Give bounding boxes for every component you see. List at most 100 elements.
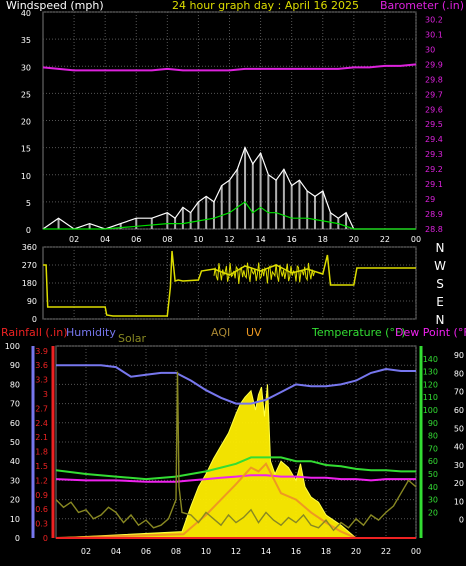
rainfall-tick-label: 2.1 [35,433,48,442]
dew-point-tick-label: 20 [454,479,464,488]
wind-grid [43,11,417,230]
rainfall-tick-label: 1.2 [35,476,48,485]
humidity-tick-label: 50 [10,438,20,447]
windspeed-axis-label: Windspeed (mph) [6,0,104,12]
humidity-tick-label: 0 [15,534,20,543]
legend-uv: UV [246,326,262,339]
temperature-tick-label: 70 [428,444,438,453]
uv-line [55,462,416,539]
compass-label: N [436,241,445,255]
direction-series [43,250,416,317]
barometer-y-tick-label: 30 [425,45,435,54]
wind-x-tick-label: 16 [287,235,297,244]
temperature-tick-label: 140 [423,355,438,364]
environment-x-tick-label: 02 [81,547,91,556]
legend-temperature: Temperature (°F) [311,326,406,339]
direction-y-tick-label: 360 [22,243,37,252]
humidity-line [56,364,416,405]
environment-panel: 010203040506070809010000.30.60.91.21.51.… [1,326,466,556]
dew-point-tick-label: 0 [459,516,464,525]
temperature-tick-label: 50 [428,470,438,479]
dew-point-tick-label: 30 [454,461,464,470]
wind-x-tick-label: 10 [193,235,203,244]
barometer-y-tick-label: 30.1 [425,30,443,39]
legend-dew-point: Dew Point (°F) [395,326,466,339]
temperature-tick-label: 90 [428,419,438,428]
temperature-tick-label: 30 [428,496,438,505]
wind-x-tick-label: 00 [411,235,421,244]
temperature-tick-label: 110 [423,393,438,402]
barometer-line [42,63,417,72]
barometer-y-tick-label: 29.2 [425,165,443,174]
barometer-y-tick-label: 28.8 [425,225,443,234]
rainfall-tick-label: 1.5 [35,462,48,471]
wind-x-ticks: 02 04 06 08 10 12 14 16 18 20 22 00 [69,235,421,244]
wind-y-tick-label: 15 [21,145,31,154]
barometer-axis-label: Barometer (.in) [380,0,464,12]
wind-y-tick-label: 35 [21,36,31,45]
dew-point-f-line [55,474,416,483]
humidity-tick-label: 90 [10,361,20,370]
wind-y-ticks: 0 5 10 15 20 25 30 35 40 [21,9,31,235]
environment-x-tick-label: 20 [351,547,361,556]
temperature-tick-label: 20 [428,508,438,517]
rainfall-tick-label: 0.6 [35,505,48,514]
compass-label: S [436,277,444,291]
environment-x-tick-label: 14 [261,547,271,556]
dew-point-tick-label: 40 [454,443,464,452]
barometer-y-tick-label: 29.3 [425,150,443,159]
legend-rainfall: Rainfall (.in) [1,326,68,339]
environment-x-tick-label: 08 [171,547,181,556]
humidity-tick-label: 100 [5,342,20,351]
chart-title: 24 hour graph day : April 16 2025 [172,0,359,12]
compass-label: N [436,313,445,327]
direction-y-tick-label: 180 [22,279,37,288]
wind-y-tick-label: 25 [21,90,31,99]
humidity-tick-label: 20 [10,496,20,505]
humidity-tick-label: 10 [10,515,20,524]
wind-x-tick-label: 04 [100,235,110,244]
wind-x-tick-label: 02 [69,235,79,244]
direction-line [43,250,416,317]
temperature-f-line [55,456,416,481]
aqi-line [55,371,417,532]
dew-point-tick-label: 50 [454,424,464,433]
dew-point-tick-label: 10 [454,497,464,506]
environment-x-tick-label: 10 [201,547,211,556]
temperature-tick-label: 130 [423,368,438,377]
direction-variability-line [213,262,316,284]
rainfall-tick-label: 2.7 [35,404,48,413]
environment-x-tick-label: 00 [411,547,421,556]
wind-y-tick-label: 5 [26,199,31,208]
environment-legend: Rainfall (.in) Humidity Solar AQI UV Tem… [1,326,466,345]
direction-y-ticks: 0 90 180 270 360 [22,243,37,324]
legend-aqi: AQI [211,326,230,339]
wind-x-tick-label: 06 [131,235,141,244]
barometer-y-tick-label: 29.6 [425,105,443,114]
temperature-tick-label: 120 [423,380,438,389]
barometer-y-tick-label: 28.9 [425,210,443,219]
wind-y-tick-label: 10 [21,172,31,181]
humidity-tick-label: 70 [10,400,20,409]
direction-y-tick-label: 0 [32,315,37,324]
wind-y-tick-label: 40 [21,9,31,18]
dew-point-tick-label: 60 [454,406,464,415]
environment-axes: 010203040506070809010000.30.60.91.21.51.… [5,342,464,543]
humidity-tick-label: 60 [10,419,20,428]
barometer-y-tick-label: 29.4 [425,135,443,144]
humidity-tick-label: 40 [10,457,20,466]
barometer-y-tick-label: 29.1 [425,180,443,189]
environment-x-tick-label: 06 [141,547,151,556]
wind-x-tick-label: 18 [318,235,328,244]
barometer-y-ticks: 28.8 28.9 29 29.1 29.2 29.3 29.4 29.5 29.6 29.7 29… [425,15,443,234]
compass-label: W [434,259,446,273]
rainfall-tick-label: 0.9 [35,491,48,500]
wind-x-tick-label: 12 [224,235,234,244]
rainfall-tick-label: 3.6 [35,361,48,370]
direction-y-tick-label: 270 [22,261,37,270]
dew-point-tick-label: 70 [454,388,464,397]
